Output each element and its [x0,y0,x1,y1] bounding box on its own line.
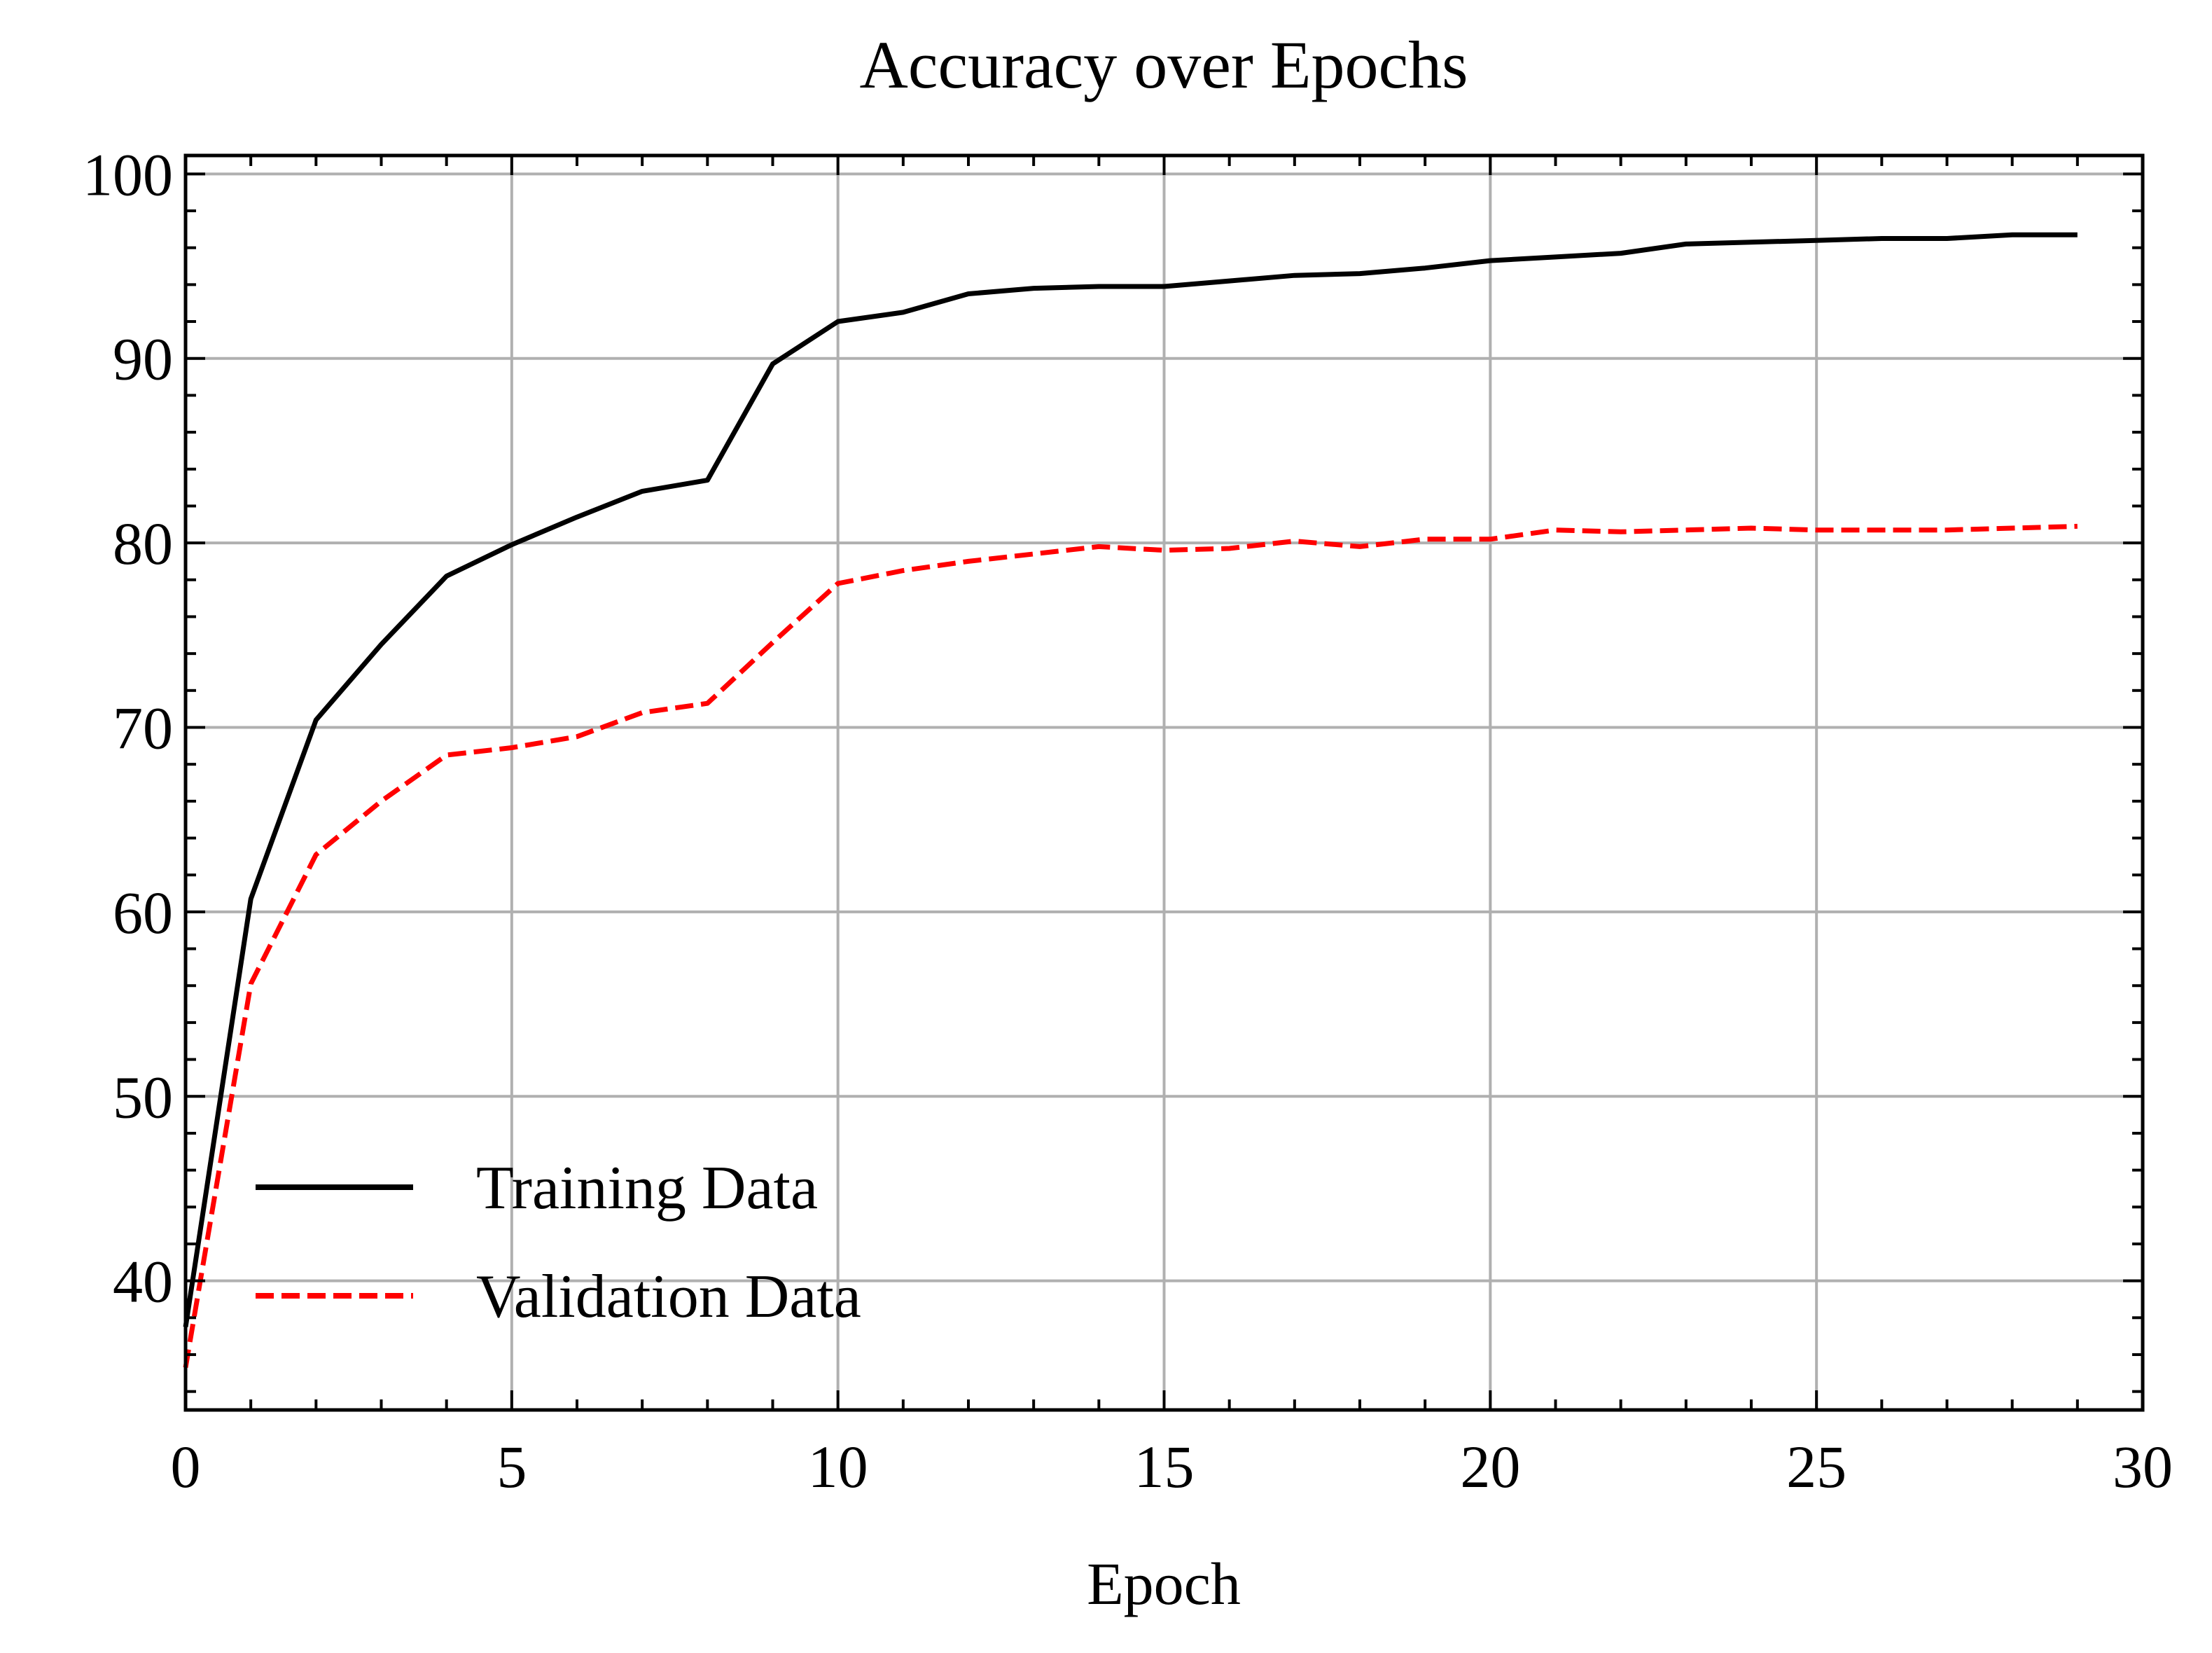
x-tick-label: 0 [171,1433,201,1500]
y-tick-label: 90 [113,326,173,393]
y-tick-label: 40 [113,1248,173,1315]
x-tick-label: 5 [496,1433,527,1500]
x-tick-label: 10 [808,1433,868,1500]
chart-title: Accuracy over Epochs [860,27,1468,102]
y-tick-label: 50 [113,1063,173,1130]
legend: Training Data Validation Data [256,1154,861,1331]
tick-labels: 0 5 10 15 20 25 30 40 50 60 70 80 90 100 [83,141,2173,1500]
x-tick-label: 20 [1460,1433,1520,1500]
legend-label: Training Data [476,1154,818,1222]
series-lines [183,232,2078,1368]
y-tick-label: 80 [113,510,173,577]
y-tick-label: 70 [113,694,173,761]
axis-ticks [184,155,2144,1410]
x-tick-label: 30 [2113,1433,2173,1500]
legend-label: Validation Data [476,1263,861,1331]
x-axis-label: Epoch [1087,1550,1241,1617]
x-tick-label: 25 [1786,1433,1846,1500]
series-line-validation [183,523,2078,1368]
y-tick-label: 100 [83,141,173,208]
y-tick-label: 60 [113,879,173,946]
series-line-training [183,232,2078,1328]
x-tick-label: 15 [1134,1433,1195,1500]
